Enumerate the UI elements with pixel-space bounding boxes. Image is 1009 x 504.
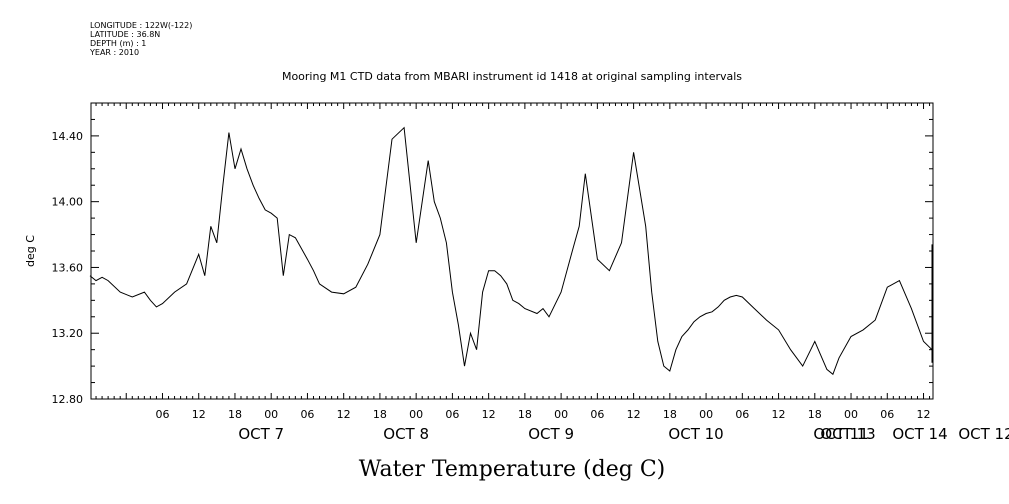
x-tick-label: 12 xyxy=(627,408,641,421)
x-day-label: OCT 14 xyxy=(892,425,947,443)
y-tick-label: 14.00 xyxy=(52,196,84,209)
header-latitude: LATITUDE : 36.8N xyxy=(90,30,161,39)
x-tick-label: 00 xyxy=(409,408,423,421)
x-tick-label: 12 xyxy=(192,408,206,421)
x-day-label: OCT 11 xyxy=(813,425,868,443)
chart-title: Mooring M1 CTD data from MBARI instrumen… xyxy=(282,70,742,83)
x-tick-label: 06 xyxy=(590,408,604,421)
x-tick-label: 18 xyxy=(373,408,387,421)
y-tick-label: 12.80 xyxy=(52,393,84,406)
x-tick-label: 18 xyxy=(228,408,242,421)
y-tick-label: 13.20 xyxy=(52,327,84,340)
y-tick-labels: 12.80 13.20 13.60 14.00 14.40 xyxy=(52,130,84,406)
x-tick-label: 00 xyxy=(554,408,568,421)
x-tick-label: 06 xyxy=(445,408,459,421)
x-tick-label: 18 xyxy=(518,408,532,421)
x-tick-label: 18 xyxy=(808,408,822,421)
x-tick-label: 06 xyxy=(300,408,314,421)
x-tick-label: 12 xyxy=(337,408,351,421)
x-tick-label: 00 xyxy=(264,408,278,421)
x-axis-label: Water Temperature (deg C) xyxy=(359,457,666,482)
x-tick-labels: 06 12 18 00 06 12 18 00 06 12 18 00 06 12 18 00 06 12 18 00… xyxy=(155,408,930,421)
x-tick-label: 18 xyxy=(663,408,677,421)
x-tick-label: 12 xyxy=(917,408,931,421)
x-tick-label: 06 xyxy=(155,408,169,421)
x-day-label: OCT 10 xyxy=(668,425,723,443)
series-line-water-temperature xyxy=(89,126,933,376)
x-tick-label: 00 xyxy=(699,408,713,421)
header-longitude: LONGITUDE : 122W(-122) xyxy=(90,21,193,30)
x-tick-label: 12 xyxy=(772,408,786,421)
header-year: YEAR : 2010 xyxy=(90,48,140,57)
y-axis-label: deg C xyxy=(24,235,37,267)
x-day-label: OCT 9 xyxy=(528,425,574,443)
y-tick-label: 14.40 xyxy=(52,130,84,143)
x-tick-label: 00 xyxy=(844,408,858,421)
plot-axes xyxy=(90,102,934,400)
y-tick-label: 13.60 xyxy=(52,261,84,274)
x-day-label: OCT 7 xyxy=(238,425,284,443)
x-day-labels: OCT 7 OCT 8 OCT 9 OCT 10 OCT 11 OCT 12 OCT 13 O… xyxy=(238,425,1009,443)
x-day-label: OCT 8 xyxy=(383,425,429,443)
x-tick-label: 12 xyxy=(482,408,496,421)
plot-frame xyxy=(90,102,934,400)
x-tick-label: 06 xyxy=(880,408,894,421)
x-tick-label: 06 xyxy=(735,408,749,421)
x-day-label: OCT 13 xyxy=(820,425,875,443)
x-day-label: OCT 12 xyxy=(958,425,1009,443)
header-depth: DEPTH (m) : 1 xyxy=(90,39,147,48)
